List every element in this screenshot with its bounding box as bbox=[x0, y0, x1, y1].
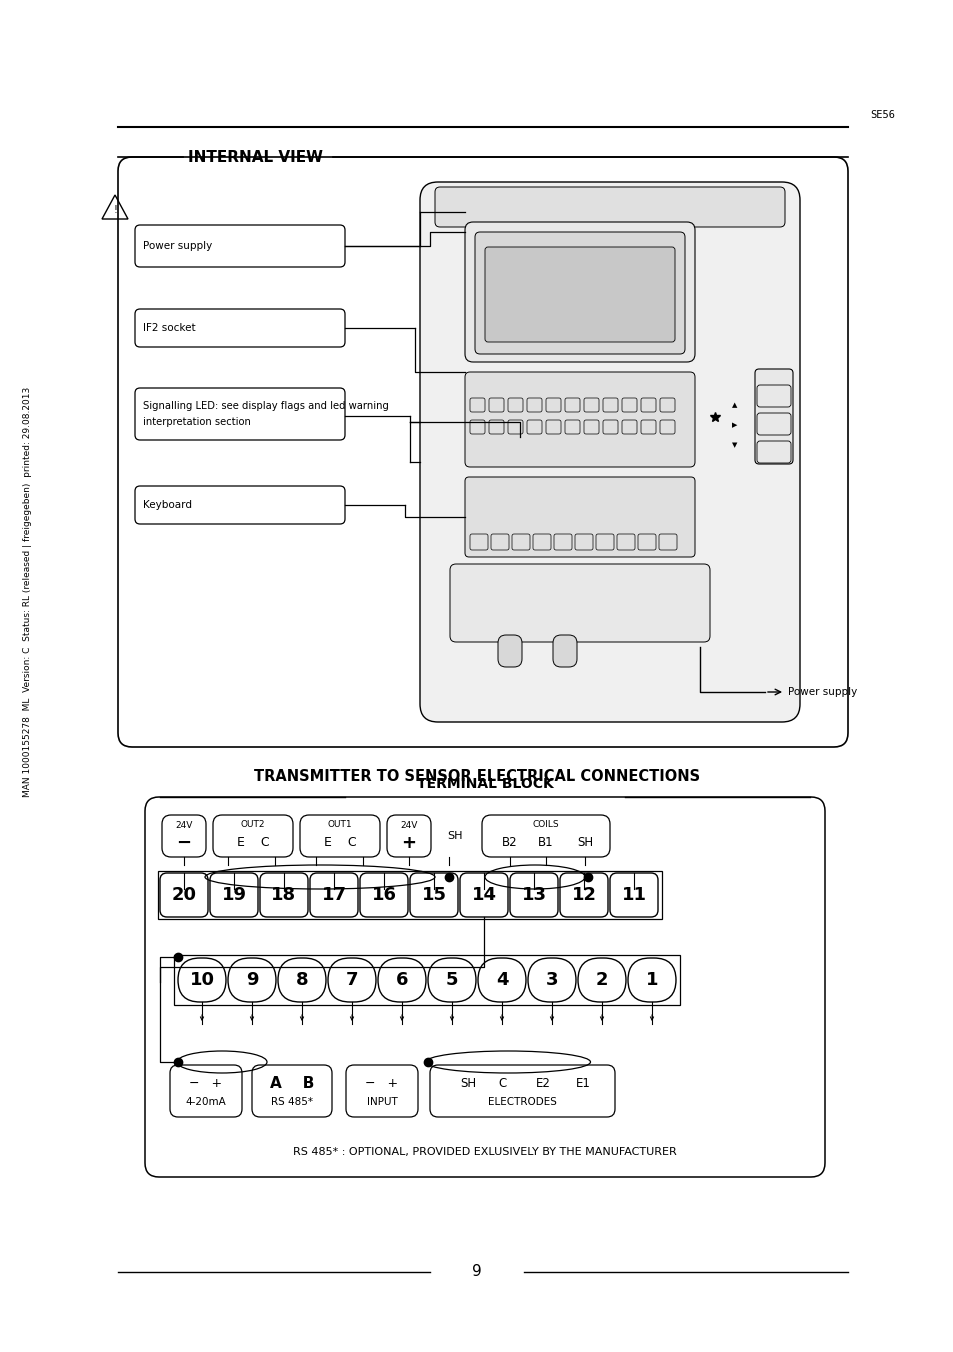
Text: Power supply: Power supply bbox=[787, 687, 857, 698]
Text: SH: SH bbox=[577, 837, 593, 849]
Text: 12: 12 bbox=[571, 886, 596, 904]
Text: 13: 13 bbox=[521, 886, 546, 904]
Text: INTERNAL VIEW: INTERNAL VIEW bbox=[188, 150, 323, 165]
Text: ▶: ▶ bbox=[732, 422, 737, 429]
FancyBboxPatch shape bbox=[475, 233, 684, 354]
FancyBboxPatch shape bbox=[464, 222, 695, 362]
Text: −   +: − + bbox=[190, 1076, 222, 1090]
Text: +: + bbox=[401, 834, 416, 852]
Text: OUT1: OUT1 bbox=[327, 821, 352, 830]
Text: SH: SH bbox=[459, 1076, 476, 1090]
Text: 2: 2 bbox=[595, 971, 608, 990]
Text: INPUT: INPUT bbox=[366, 1098, 397, 1107]
Text: MAN 1000155278  ML  Version: C  Status: RL (released | freigegeben)  printed: 29: MAN 1000155278 ML Version: C Status: RL … bbox=[24, 387, 32, 798]
Text: Keyboard: Keyboard bbox=[143, 500, 192, 510]
Text: 6: 6 bbox=[395, 971, 408, 990]
Text: C: C bbox=[498, 1076, 507, 1090]
Text: 15: 15 bbox=[421, 886, 446, 904]
Text: 24V: 24V bbox=[400, 822, 417, 830]
FancyBboxPatch shape bbox=[497, 635, 521, 667]
Text: 11: 11 bbox=[620, 886, 646, 904]
Text: TRANSMITTER TO SENSOR ELECTRICAL CONNECTIONS: TRANSMITTER TO SENSOR ELECTRICAL CONNECT… bbox=[253, 769, 700, 784]
Text: !: ! bbox=[113, 206, 117, 215]
Text: 5: 5 bbox=[445, 971, 457, 990]
Text: SH: SH bbox=[447, 831, 462, 841]
Text: 19: 19 bbox=[221, 886, 246, 904]
FancyBboxPatch shape bbox=[464, 477, 695, 557]
Bar bbox=[173, 955, 679, 1005]
Text: Signalling LED: see display flags and led warning: Signalling LED: see display flags and le… bbox=[143, 402, 389, 411]
Text: 18: 18 bbox=[272, 886, 296, 904]
Text: 4: 4 bbox=[496, 971, 508, 990]
Text: IF2 socket: IF2 socket bbox=[143, 323, 195, 333]
Text: B1: B1 bbox=[537, 837, 554, 849]
FancyBboxPatch shape bbox=[450, 564, 709, 642]
Text: ▲: ▲ bbox=[732, 402, 737, 408]
Text: SE56: SE56 bbox=[869, 110, 894, 120]
Text: OUT2: OUT2 bbox=[240, 821, 265, 830]
Text: 4-20mA: 4-20mA bbox=[186, 1098, 226, 1107]
FancyBboxPatch shape bbox=[464, 372, 695, 466]
Text: interpretation section: interpretation section bbox=[143, 416, 251, 427]
Text: RS 485*: RS 485* bbox=[271, 1098, 313, 1107]
Text: 7: 7 bbox=[345, 971, 358, 990]
Text: −: − bbox=[176, 834, 192, 852]
Bar bbox=[158, 871, 661, 919]
Text: 17: 17 bbox=[321, 886, 346, 904]
Text: TERMINAL BLOCK: TERMINAL BLOCK bbox=[416, 777, 553, 791]
Text: RS 485* : OPTIONAL, PROVIDED EXLUSIVELY BY THE MANUFACTURER: RS 485* : OPTIONAL, PROVIDED EXLUSIVELY … bbox=[293, 1146, 677, 1157]
Text: E1: E1 bbox=[575, 1076, 590, 1090]
Text: 9: 9 bbox=[246, 971, 258, 990]
FancyBboxPatch shape bbox=[435, 187, 784, 227]
Text: 3: 3 bbox=[545, 971, 558, 990]
FancyBboxPatch shape bbox=[419, 183, 800, 722]
Text: 10: 10 bbox=[190, 971, 214, 990]
FancyBboxPatch shape bbox=[484, 247, 675, 342]
Text: 20: 20 bbox=[172, 886, 196, 904]
Text: E    C: E C bbox=[323, 837, 355, 849]
Text: −   +: − + bbox=[365, 1076, 398, 1090]
Text: ▼: ▼ bbox=[732, 442, 737, 448]
Text: E    C: E C bbox=[236, 837, 269, 849]
Text: 16: 16 bbox=[371, 886, 396, 904]
FancyBboxPatch shape bbox=[754, 369, 792, 464]
FancyBboxPatch shape bbox=[553, 635, 577, 667]
Text: 14: 14 bbox=[471, 886, 496, 904]
Text: 1: 1 bbox=[645, 971, 658, 990]
Text: A    B: A B bbox=[270, 1076, 314, 1091]
Text: COILS: COILS bbox=[532, 821, 558, 830]
Text: E2: E2 bbox=[535, 1076, 550, 1090]
Text: 9: 9 bbox=[472, 1264, 481, 1279]
Text: B2: B2 bbox=[501, 837, 517, 849]
Text: 24V: 24V bbox=[175, 822, 193, 830]
Text: 8: 8 bbox=[295, 971, 308, 990]
Text: Power supply: Power supply bbox=[143, 241, 212, 251]
Text: ELECTRODES: ELECTRODES bbox=[487, 1098, 556, 1107]
